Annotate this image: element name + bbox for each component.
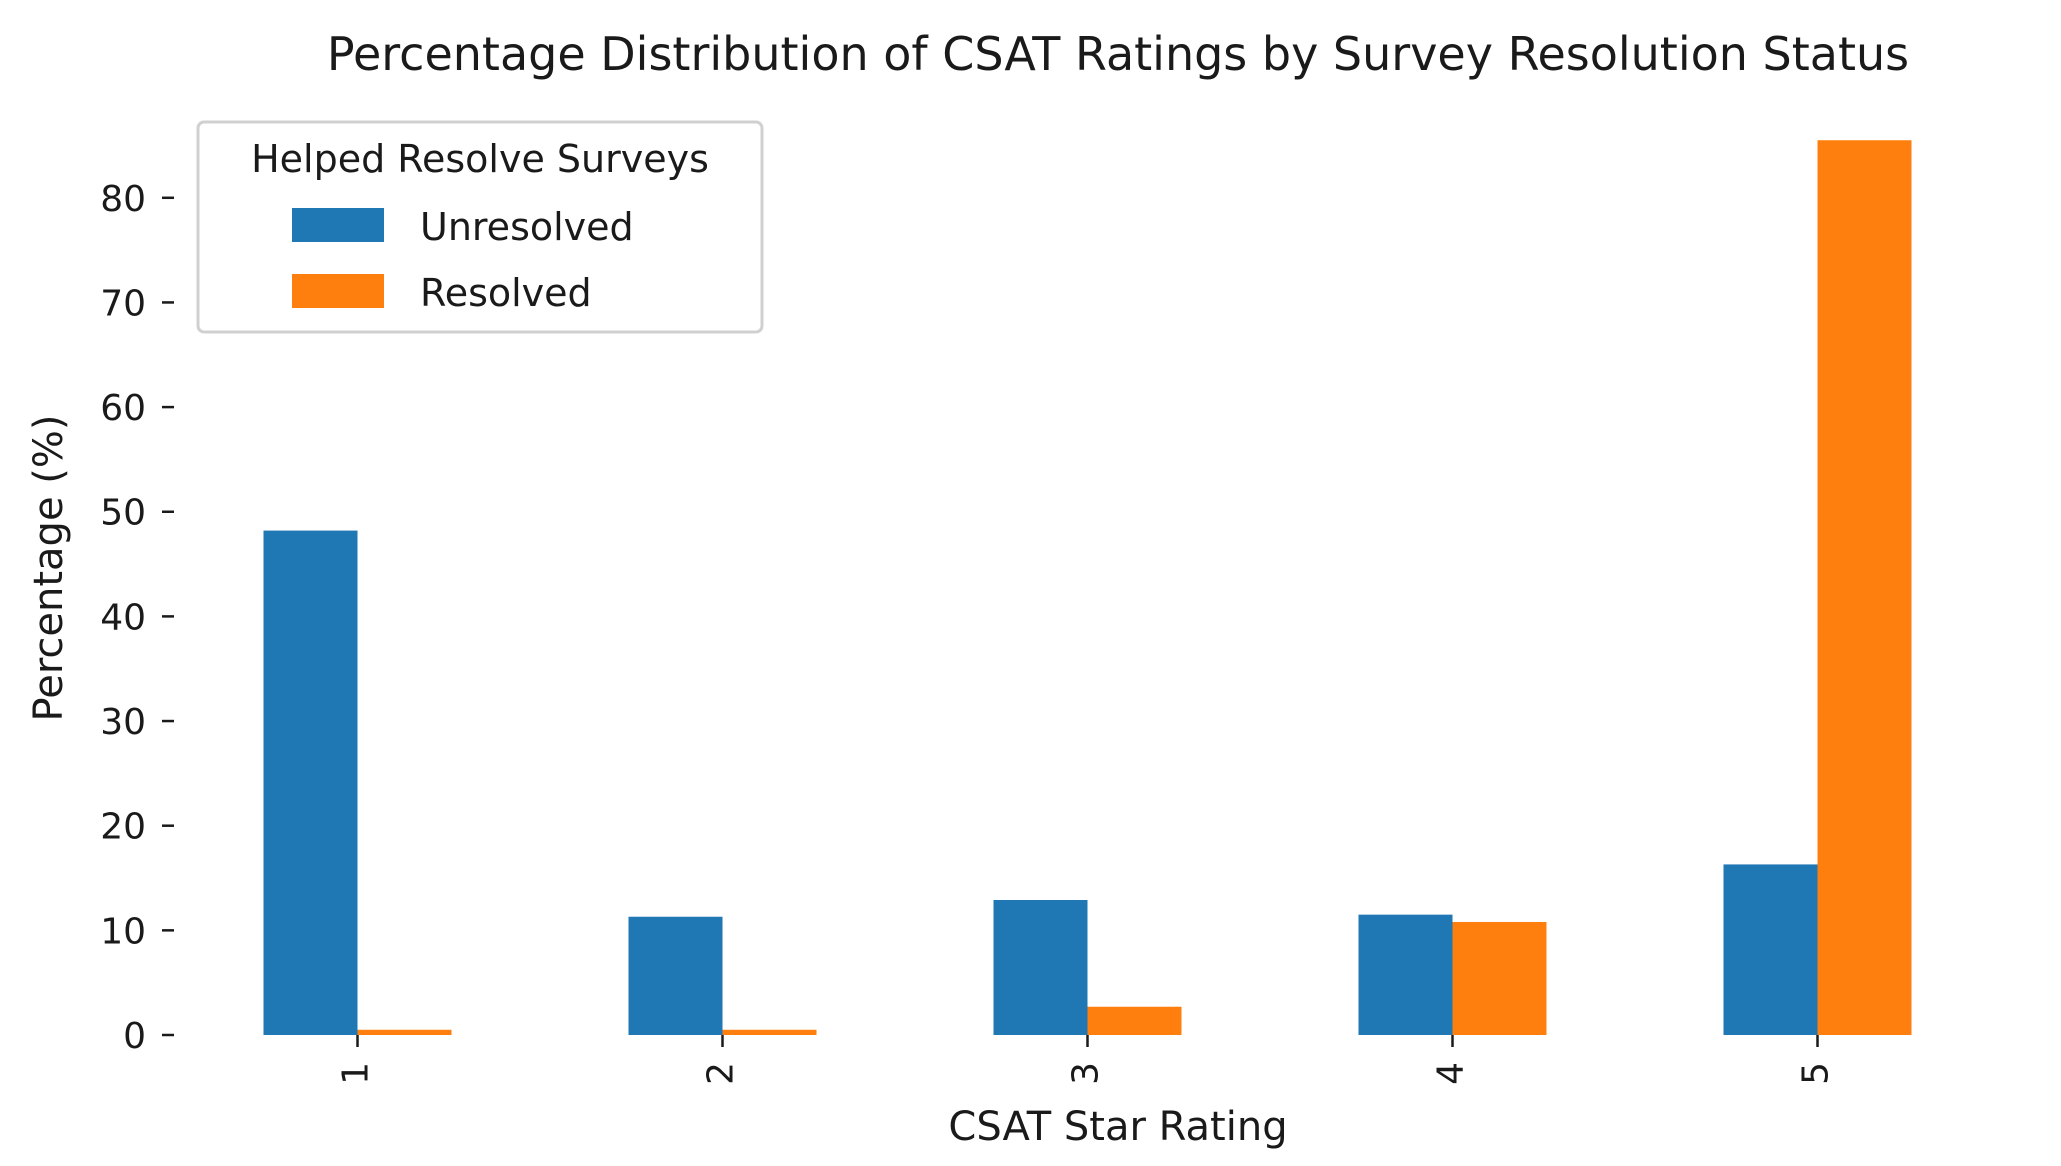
x-tick-label: 2 bbox=[701, 1062, 742, 1085]
bar-resolved-2 bbox=[722, 1029, 817, 1035]
x-axis: 1 2 3 4 5 bbox=[336, 1035, 1837, 1085]
y-tick-label: 70 bbox=[100, 283, 146, 324]
bar-unresolved-4 bbox=[1358, 914, 1453, 1035]
x-tick-label: 5 bbox=[1796, 1062, 1837, 1085]
chart-title: Percentage Distribution of CSAT Ratings … bbox=[327, 27, 1909, 81]
y-tick-label: 30 bbox=[100, 702, 146, 743]
y-axis-label: Percentage (%) bbox=[26, 415, 72, 722]
y-tick-label: 60 bbox=[100, 388, 146, 429]
legend-swatch-unresolved bbox=[292, 208, 384, 242]
x-tick-label: 4 bbox=[1431, 1062, 1472, 1085]
y-tick-label: 0 bbox=[123, 1016, 146, 1057]
legend-label-unresolved: Unresolved bbox=[420, 205, 634, 249]
bars bbox=[263, 140, 1912, 1036]
bar-resolved-4 bbox=[1452, 921, 1547, 1035]
x-axis-label: CSAT Star Rating bbox=[948, 1104, 1287, 1150]
y-tick-label: 40 bbox=[100, 597, 146, 638]
y-axis: 0 10 20 30 40 50 60 70 80 bbox=[100, 179, 174, 1057]
legend: Helped Resolve Surveys Unresolved Resolv… bbox=[196, 120, 764, 334]
y-tick-label: 20 bbox=[100, 807, 146, 848]
bar-unresolved-3 bbox=[993, 900, 1088, 1035]
bar-unresolved-1 bbox=[263, 530, 358, 1035]
x-tick-label: 3 bbox=[1066, 1062, 1107, 1085]
bar-unresolved-5 bbox=[1723, 864, 1818, 1035]
x-tick-label: 1 bbox=[336, 1062, 377, 1085]
bar-resolved-1 bbox=[357, 1029, 452, 1035]
y-tick-label: 80 bbox=[100, 179, 146, 220]
bar-unresolved-2 bbox=[628, 916, 723, 1035]
legend-label-resolved: Resolved bbox=[420, 271, 592, 315]
legend-title: Helped Resolve Surveys bbox=[251, 137, 709, 181]
legend-swatch-resolved bbox=[292, 274, 384, 308]
bar-resolved-5 bbox=[1817, 140, 1912, 1036]
y-tick-label: 10 bbox=[100, 911, 146, 952]
bar-resolved-3 bbox=[1087, 1006, 1182, 1035]
y-tick-label: 50 bbox=[100, 493, 146, 534]
